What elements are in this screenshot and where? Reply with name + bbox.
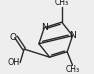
- Text: OH: OH: [8, 58, 20, 67]
- Text: CH₃: CH₃: [66, 65, 80, 74]
- Text: N: N: [41, 23, 48, 32]
- Text: CH₃: CH₃: [55, 0, 69, 7]
- Text: N: N: [69, 31, 76, 40]
- Text: O: O: [9, 32, 16, 42]
